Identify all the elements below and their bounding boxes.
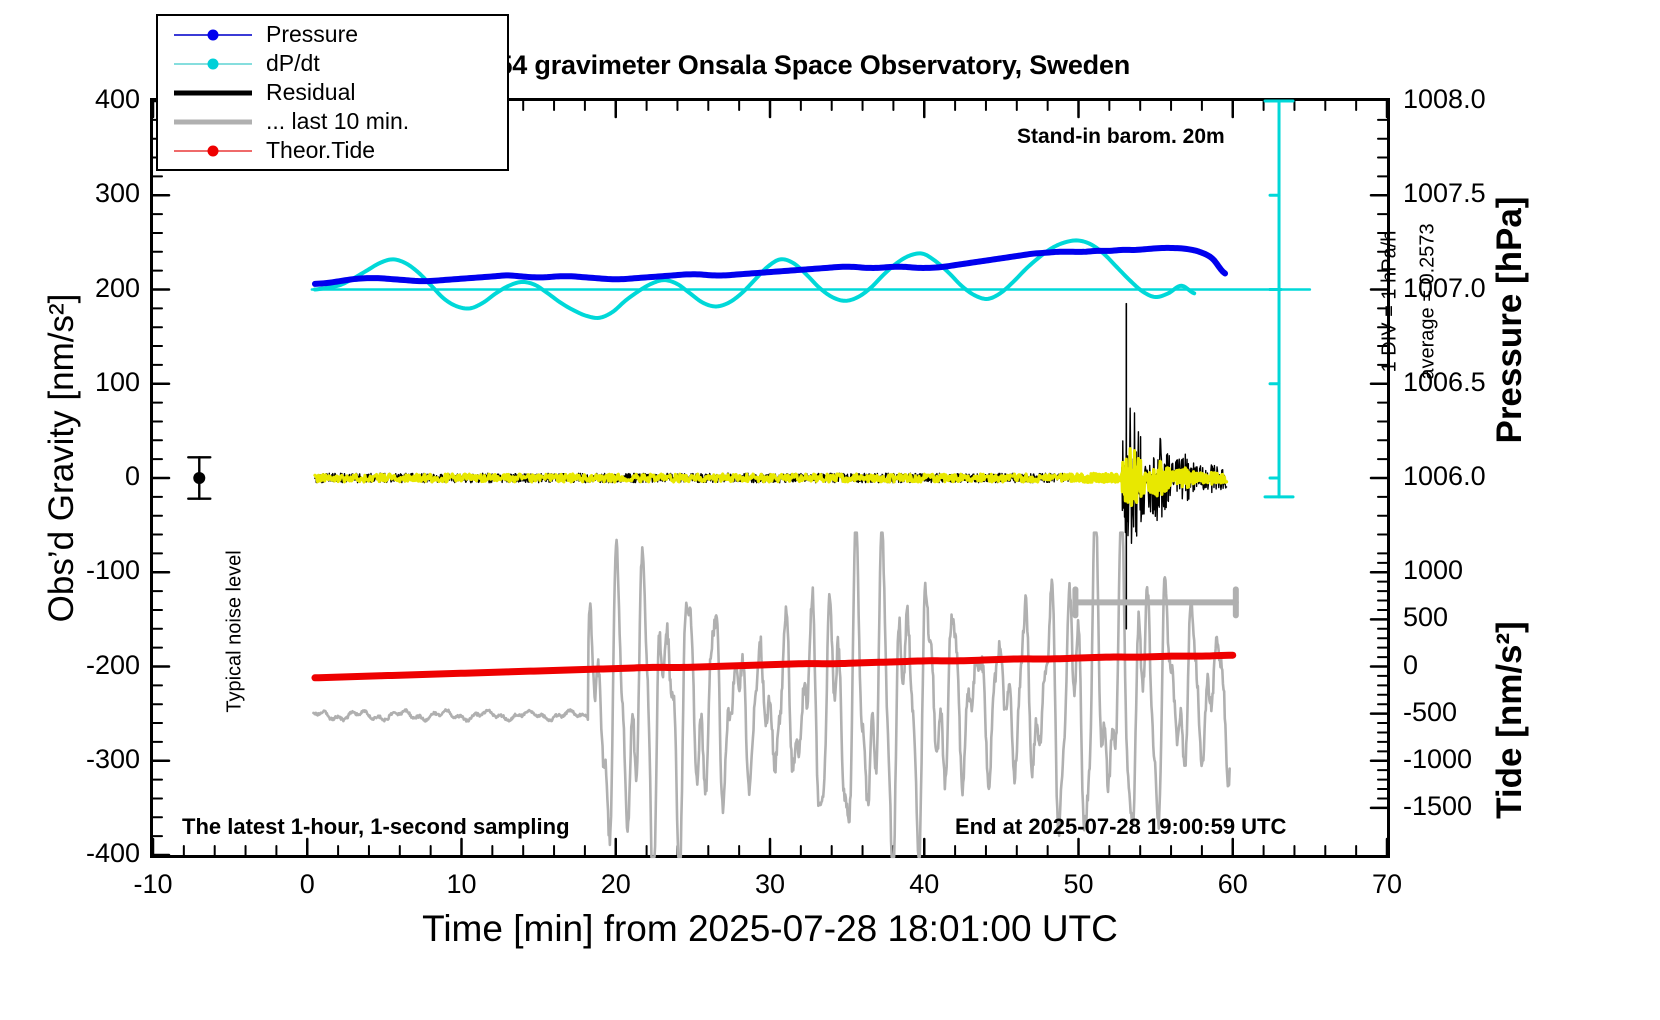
y-tick-label-left: 400 [94,84,140,114]
legend-item[interactable]: ... last 10 min. [158,107,507,136]
y-tick-label-pressure: 1006.5 [1403,366,1486,397]
residual-highlight-trace [1071,449,1226,506]
x-tick-label: 60 [1217,869,1248,899]
y-tick-label-left: 300 [94,178,140,209]
y-axis-left-label: Obs’d Gravity [nm/s²] [42,293,81,623]
residual-highlight-band [315,474,1117,482]
y-tick-label-pressure: 1007.0 [1403,272,1486,303]
x-tick-label: 20 [600,869,631,899]
series-pressure [315,248,1225,284]
x-tick-label: 10 [446,869,477,899]
legend-swatch-residual [174,83,252,103]
legend-label-pressure: Pressure [266,21,359,47]
legend-item[interactable]: Residual [158,78,507,107]
plot-canvas [153,101,1387,855]
legend-item[interactable]: dP/dt [158,49,507,78]
x-tick-label: -10 [133,869,173,899]
y-tick-label-pressure: 1006.0 [1403,461,1486,491]
y-tick-label-left: -400 [85,838,140,868]
y-tick-label-left: 200 [94,272,140,303]
series-last-10-min [313,533,1229,857]
y-tick-label-left: -100 [85,555,140,586]
legend-label-last-10-min: ... last 10 min. [266,108,410,134]
annotation-typical-noise-level: Typical noise level [223,550,246,713]
y-tick-label-tide: -1000 [1403,743,1473,774]
typical-noise-marker [188,457,210,498]
series-residual-highlight [315,449,1227,506]
series-theor-tide [315,655,1233,678]
legend-label-dpdt: dP/dt [266,50,320,76]
legend-swatch-dpdt [174,54,252,74]
legend-label-residual: Residual [266,79,356,105]
y-tick-label-left: 0 [124,461,140,491]
legend-label-theor-tide: Theor.Tide [266,137,376,163]
y-tick-label-left: -200 [85,649,140,680]
legend-swatch-theor-tide [174,141,252,161]
last-10-min-trace [313,533,1229,857]
y-tick-label-tide: 1000 [1403,555,1464,586]
annotation-stand-in-barom: Stand-in barom. 20m [1017,125,1225,148]
legend: Pressure dP/dt Residual ... last 10 min. [156,14,509,171]
y-tick-label-pressure: 1007.5 [1403,178,1486,209]
y-tick-label-left: 100 [94,366,140,397]
y-tick-label-tide: -500 [1403,696,1458,727]
legend-swatch-last-10-min [174,112,252,132]
x-axis-label: Time [min] from 2025-07-28 18:01:00 UTC [422,908,1118,949]
y-tick-label-pressure: 1008.0 [1403,84,1486,114]
x-tick-label: 40 [909,869,940,899]
y-tick-label-left: -300 [85,743,140,774]
chart-title: SCG_054 gravimeter Onsala Space Observat… [409,50,1131,80]
x-tick-label: 30 [754,869,786,899]
pressure-line [315,248,1225,284]
annotation-average: average = 0.2573 [1416,223,1439,380]
theor-tide-line [315,655,1233,678]
annotation-one-div: 1 DIV = 1 hPa/h [1378,230,1401,373]
x-tick-label: 70 [1371,869,1403,899]
annotation-latest-sampling: The latest 1-hour, 1-second sampling [182,814,570,839]
annotation-end-time: End at 2025-07-28 19:00:59 UTC [955,814,1287,839]
x-tick-label: 50 [1063,869,1094,899]
noise-center-dot [193,472,206,484]
grey-range-bar [1075,589,1235,615]
y-tick-label-tide: -1500 [1403,790,1473,821]
y-tick-label-tide: 0 [1403,649,1419,680]
plot-area [150,98,1390,858]
dpdt-scale-bar [1265,101,1293,497]
x-tick-label: 0 [299,869,315,899]
axis-ticks [153,101,1387,855]
y-tick-label-tide: 500 [1403,602,1449,633]
legend-item[interactable]: Pressure [158,20,507,49]
legend-swatch-pressure [174,25,252,45]
series-residual [315,304,1227,629]
legend-item[interactable]: Theor.Tide [158,136,507,165]
